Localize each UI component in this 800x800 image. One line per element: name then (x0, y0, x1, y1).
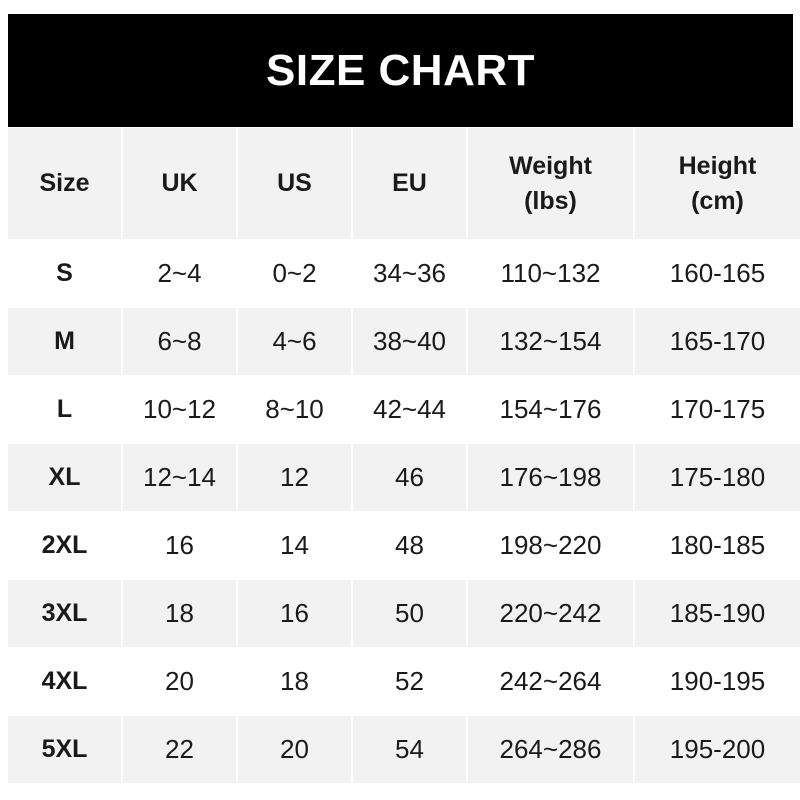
page-title: SIZE CHART (8, 14, 793, 127)
table-cell: 46 (353, 444, 466, 511)
table-cell: 132~154 (468, 308, 633, 375)
table-cell: 18 (123, 580, 236, 647)
table-cell: 10~12 (123, 376, 236, 443)
size-cell: 2XL (8, 512, 121, 579)
table-cell: 220~242 (468, 580, 633, 647)
table-cell: 8~10 (238, 376, 351, 443)
table-cell: 160-165 (635, 240, 800, 307)
table-cell: 42~44 (353, 376, 466, 443)
column-header: EU (353, 128, 466, 239)
table-cell: 185-190 (635, 580, 800, 647)
table-cell: 34~36 (353, 240, 466, 307)
table-cell: 0~2 (238, 240, 351, 307)
table-row: L 10~12 8~10 42~44 154~176 170-175 (8, 376, 800, 443)
header-label: US (277, 169, 312, 197)
table-row: 5XL 22 20 54 264~286 195-200 (8, 716, 800, 783)
table-cell: 20 (238, 716, 351, 783)
table-cell: 4~6 (238, 308, 351, 375)
table-cell: 16 (123, 512, 236, 579)
table-cell: 180-185 (635, 512, 800, 579)
table-cell: 242~264 (468, 648, 633, 715)
size-cell: M (8, 308, 121, 375)
size-chart-table: Size UK US EU Weight (lbs) Height (cm) S 2~4 0~2 3… (6, 127, 800, 784)
table-cell: 176~198 (468, 444, 633, 511)
header-label: EU (392, 169, 427, 197)
table-cell: 190-195 (635, 648, 800, 715)
table-cell: 20 (123, 648, 236, 715)
table-cell: 48 (353, 512, 466, 579)
table-cell: 264~286 (468, 716, 633, 783)
header-label: Size (39, 169, 90, 197)
table-cell: 198~220 (468, 512, 633, 579)
size-cell: 5XL (8, 716, 121, 783)
column-header: Size (8, 128, 121, 239)
table-cell: 52 (353, 648, 466, 715)
column-header: US (238, 128, 351, 239)
size-cell: XL (8, 444, 121, 511)
table-cell: 154~176 (468, 376, 633, 443)
table-cell: 165-170 (635, 308, 800, 375)
table-cell: 16 (238, 580, 351, 647)
column-header: UK (123, 128, 236, 239)
table-cell: 2~4 (123, 240, 236, 307)
table-cell: 54 (353, 716, 466, 783)
table-row: 3XL 18 16 50 220~242 185-190 (8, 580, 800, 647)
size-cell: 4XL (8, 648, 121, 715)
table-row: 4XL 20 18 52 242~264 190-195 (8, 648, 800, 715)
table-row: M 6~8 4~6 38~40 132~154 165-170 (8, 308, 800, 375)
size-cell: S (8, 240, 121, 307)
table-cell: 175-180 (635, 444, 800, 511)
table-row: S 2~4 0~2 34~36 110~132 160-165 (8, 240, 800, 307)
header-label: Weight (509, 151, 592, 180)
table-cell: 38~40 (353, 308, 466, 375)
table-cell: 6~8 (123, 308, 236, 375)
table-cell: 12~14 (123, 444, 236, 511)
table-cell: 195-200 (635, 716, 800, 783)
table-cell: 18 (238, 648, 351, 715)
table-row: XL 12~14 12 46 176~198 175-180 (8, 444, 800, 511)
table-cell: 14 (238, 512, 351, 579)
table-cell: 110~132 (468, 240, 633, 307)
header-unit: (cm) (691, 186, 744, 215)
column-header: Weight (lbs) (468, 128, 633, 239)
table-row: 2XL 16 14 48 198~220 180-185 (8, 512, 800, 579)
table-cell: 12 (238, 444, 351, 511)
table-cell: 22 (123, 716, 236, 783)
size-cell: 3XL (8, 580, 121, 647)
column-header: Height (cm) (635, 128, 800, 239)
header-row: Size UK US EU Weight (lbs) Height (cm) (8, 128, 800, 239)
table-cell: 170-175 (635, 376, 800, 443)
size-cell: L (8, 376, 121, 443)
header-label: UK (161, 169, 198, 197)
header-unit: (lbs) (524, 186, 577, 215)
header-label: Height (678, 151, 757, 180)
table-cell: 50 (353, 580, 466, 647)
